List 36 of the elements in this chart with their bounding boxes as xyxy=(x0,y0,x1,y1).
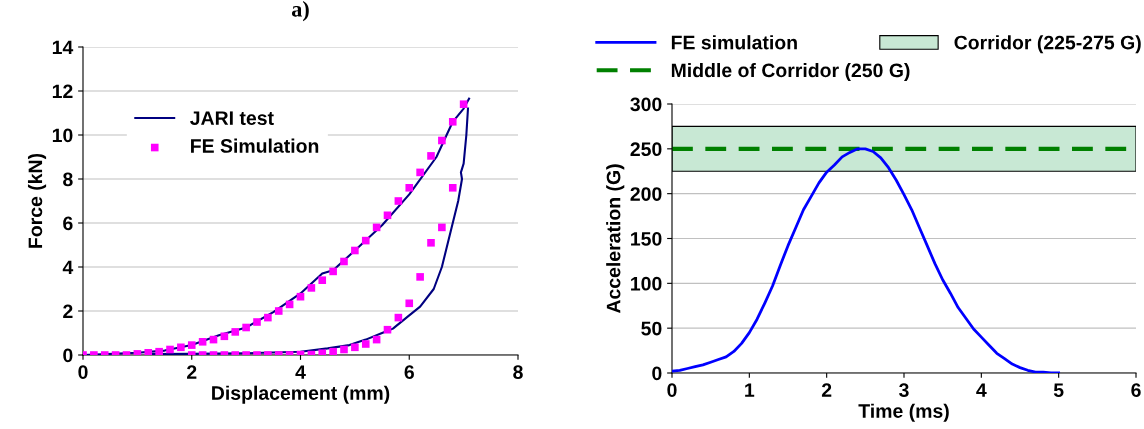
legend-label: Middle of Corridor (250 G) xyxy=(671,62,910,82)
x-tick-label: 1 xyxy=(745,383,755,397)
y-tick-label: 2 xyxy=(63,304,73,319)
x-axis-title: Displacement (mm) xyxy=(212,385,390,404)
y-tick-label: 10 xyxy=(52,128,73,143)
y-tick-label: 0 xyxy=(63,348,73,363)
y-tick-label: 150 xyxy=(631,231,662,246)
legend-label: Corridor (225-275 G) xyxy=(954,35,1141,54)
x-tick-label: 0 xyxy=(78,365,88,379)
x-tick-label: 2 xyxy=(821,383,832,397)
x-tick-label: 8 xyxy=(513,365,523,379)
y-tick-label: 50 xyxy=(641,321,662,336)
x-tick-label: 4 xyxy=(295,365,306,379)
y-tick-label: 14 xyxy=(52,40,74,55)
x-tick-label: 5 xyxy=(1053,383,1064,397)
x-tick-label: 6 xyxy=(404,365,414,379)
x-tick-label: 6 xyxy=(1131,383,1141,397)
chart-title: a) xyxy=(291,1,309,22)
x-tick-label: 4 xyxy=(976,383,987,397)
x-axis-title: Time (ms) xyxy=(858,403,949,422)
y-axis-title: Acceleration (G) xyxy=(606,164,625,314)
y-tick-label: 200 xyxy=(630,187,662,201)
y-tick-label: 300 xyxy=(630,97,662,112)
y-tick-label: 250 xyxy=(630,142,662,157)
legend-label: FE Simulation xyxy=(191,138,319,153)
legend-label: FE simulation xyxy=(671,35,797,50)
y-tick-label: 8 xyxy=(63,172,73,187)
y-tick-label: 6 xyxy=(63,216,73,231)
legend-label: JARI test xyxy=(190,111,274,125)
x-tick-label: 0 xyxy=(667,383,677,397)
y-tick-label: 4 xyxy=(62,260,74,275)
x-tick-label: 2 xyxy=(187,365,197,379)
x-tick-label: 3 xyxy=(899,383,909,398)
y-tick-label: 12 xyxy=(52,84,73,99)
y-axis-title: Force (kN) xyxy=(27,153,47,248)
y-tick-label: 100 xyxy=(631,276,662,291)
